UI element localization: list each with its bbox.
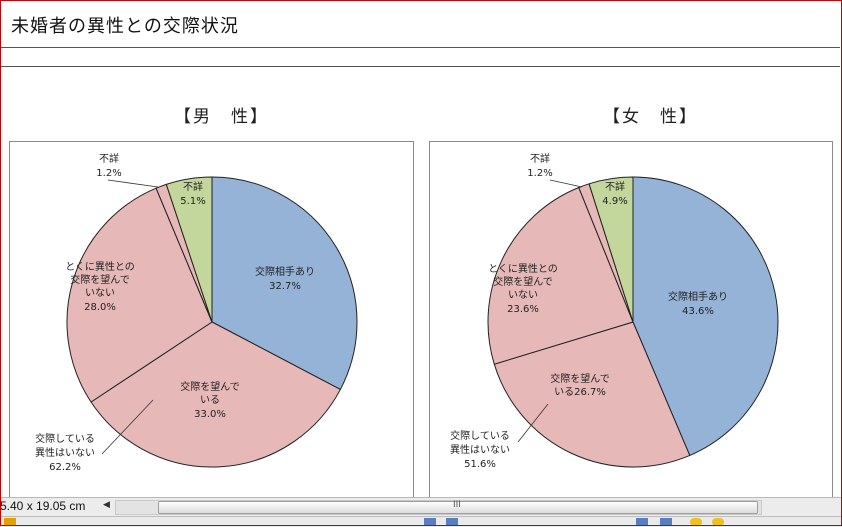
male-label-wanting: 交際を望んでいる 33.0% (180, 380, 240, 420)
male-pie-chart: 交際相手あり 32.7% 交際を望んでいる 33.0% とくに異性との交際を望んでいない… (9, 141, 414, 499)
header: 未婚者の異性との交際状況 (1, 1, 840, 48)
female-pie-svg: 交際相手あり 43.6% 交際を望んでいる26.7% とくに異性との交際を望んでいない… (450, 152, 779, 470)
status-bar: 5.40 x 19.05 cm ◀ III (0, 497, 842, 516)
male-label-dating: 交際相手あり 32.7% (255, 265, 315, 292)
scroll-left-arrow-icon[interactable]: ◀ (103, 500, 110, 510)
female-annotation: 交際している異性はいない 51.6% (450, 429, 510, 470)
female-label-dating: 交際相手あり 43.6% (668, 290, 728, 317)
scroll-thumb[interactable]: III (158, 500, 758, 514)
male-annotation-leader (101, 399, 154, 455)
bottom-toolbar (0, 516, 842, 527)
prev-page-icon[interactable] (446, 518, 458, 526)
female-label-wanting: 交際を望んでいる26.7% (550, 372, 610, 398)
last-page-icon[interactable] (660, 518, 672, 526)
female-pie-chart: 交際相手あり 43.6% 交際を望んでいる26.7% とくに異性との交際を望んでいない… (429, 141, 833, 499)
page-title: 未婚者の異性との交際状況 (11, 16, 239, 37)
male-annotation: 交際している異性はいない 62.2% (35, 432, 95, 473)
male-slice-unknown (165, 176, 213, 323)
female-slice-wanting (493, 321, 691, 468)
male-panel-title: 【男 性】 (174, 107, 269, 127)
female-label-not-interested: とくに異性との交際を望んでいない 23.6% (488, 262, 558, 315)
male-slice-wanting (90, 321, 342, 468)
female-annotation-leader (517, 403, 549, 443)
male-pie-svg: 交際相手あり 32.7% 交際を望んでいる 33.0% とくに異性との交際を望んでいない… (35, 152, 358, 473)
female-slice-unknown (588, 176, 634, 323)
content-divider (1, 66, 840, 67)
female-label-unknown: 不詳 4.9% (602, 180, 627, 207)
female-label-unknown-small: 不詳 1.2% (527, 152, 552, 179)
male-label-unknown-small: 不詳 1.2% (96, 152, 121, 179)
zoom-icon[interactable] (690, 518, 702, 526)
male-label-unknown: 不詳 5.1% (180, 180, 205, 207)
female-leader-line (549, 179, 583, 188)
scroll-grip-icon: III (453, 500, 461, 510)
female-panel-title: 【女 性】 (603, 107, 698, 127)
female-slice-dating (632, 176, 779, 457)
page-size-readout: 5.40 x 19.05 cm (0, 499, 86, 513)
folder-icon[interactable] (4, 518, 16, 526)
next-page-icon[interactable] (636, 518, 648, 526)
male-slice-not-interested (66, 187, 213, 403)
refresh-icon[interactable] (712, 518, 724, 526)
female-slice-not-interested (487, 186, 634, 365)
male-leader-line (107, 179, 159, 188)
male-slice-dating (211, 176, 358, 391)
male-label-not-interested: とくに異性との交際を望んでいない 28.0% (65, 260, 135, 313)
first-page-icon[interactable] (424, 518, 436, 526)
